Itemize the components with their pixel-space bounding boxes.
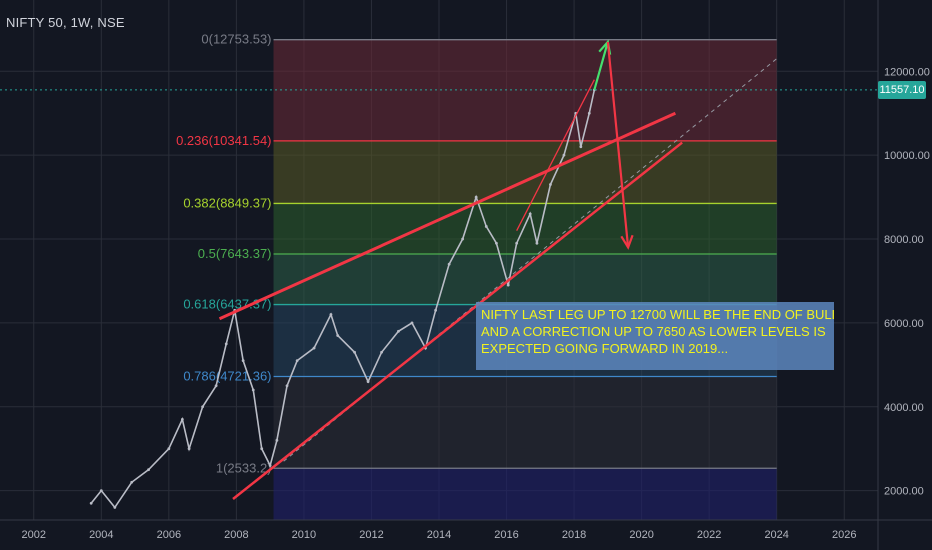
price-point [251, 388, 255, 392]
y-tick-label: 6000.00 [884, 318, 924, 330]
y-tick-label: 12000.00 [884, 66, 930, 78]
price-point [587, 111, 591, 115]
y-axis-ticks: 2000.00 4000.00 6000.00 8000.00 10000.00 1200… [884, 66, 930, 497]
x-tick-label: 2024 [764, 529, 788, 541]
annotation-line: EXPECTED GOING FORWARD IN 2019... [481, 341, 729, 356]
x-tick-label: 2008 [224, 529, 248, 541]
price-point [366, 380, 370, 384]
fib-level-label: 0.618(6437.37) [183, 297, 271, 312]
price-point [285, 384, 289, 388]
fib-level-label: 0(12753.53) [201, 32, 271, 47]
annotation-textbox[interactable]: NIFTY LAST LEG UP TO 12700 WILL BE THE E… [476, 302, 834, 370]
trendline [232, 141, 683, 501]
fibonacci-retracement: 0(12753.53) 0.236(10341.54) 0.382(8849.37)… [176, 32, 777, 520]
price-point [312, 346, 316, 350]
price-point [535, 241, 539, 245]
y-tick-label: 2000.00 [884, 486, 924, 498]
x-tick-label: 2018 [562, 529, 586, 541]
x-tick-label: 2020 [629, 529, 653, 541]
price-point [495, 241, 498, 245]
price-point [99, 489, 103, 493]
fib-band [273, 468, 777, 520]
price-point [89, 501, 93, 505]
price-point [336, 334, 340, 337]
trendline [218, 111, 677, 321]
trendline [516, 79, 595, 231]
price-point [275, 438, 279, 442]
x-axis-ticks: 2002 2004 2006 2008 2010 2012 2014 2016 2018 2020… [22, 529, 857, 541]
price-point [410, 321, 414, 325]
price-point [506, 283, 510, 287]
x-tick-label: 2010 [292, 529, 316, 541]
y-tick-label: 10000.00 [884, 150, 930, 162]
price-points [89, 88, 596, 509]
x-tick-label: 2014 [427, 529, 451, 541]
price-point [260, 447, 264, 451]
fib-band [273, 140, 777, 204]
current-price-tag: 11557.10 [878, 80, 926, 99]
x-tick-label: 2016 [494, 529, 518, 541]
fib-level-label: 1(2533.2) [216, 460, 272, 475]
x-tick-label: 2026 [832, 529, 856, 541]
price-point [515, 241, 519, 245]
fib-band [273, 253, 777, 305]
price-point [268, 464, 272, 467]
price-series-line [90, 89, 596, 509]
price-point [187, 447, 191, 451]
price-point [397, 329, 400, 333]
arrow-head [620, 234, 634, 250]
fib-band [273, 203, 777, 254]
price-point [434, 308, 438, 312]
fib-level-label: 0.382(8849.37) [183, 195, 271, 210]
price-point [380, 350, 383, 354]
price-point [214, 384, 218, 388]
x-tick-label: 2004 [89, 529, 113, 541]
fib-level-label: 0.5(7643.37) [198, 246, 272, 261]
price-point [201, 405, 205, 409]
fib-level-label: 0.236(10341.54) [176, 133, 271, 148]
price-point [329, 313, 333, 316]
chart-title: NIFTY 50, 1W, NSE [6, 15, 125, 30]
price-point [130, 480, 134, 484]
price-point [180, 417, 184, 421]
x-tick-label: 2012 [359, 529, 383, 541]
x-tick-label: 2006 [157, 529, 181, 541]
y-tick-label: 8000.00 [884, 234, 924, 246]
price-point [147, 468, 150, 472]
price-point [562, 153, 566, 157]
price-point [353, 350, 356, 354]
x-tick-label: 2002 [22, 529, 46, 541]
fib-level-label: 0.786(4721.36) [183, 369, 271, 384]
price-point [167, 447, 171, 451]
downside-arrow [606, 41, 630, 248]
price-point [528, 212, 532, 216]
price-point [224, 342, 228, 346]
price-point [549, 183, 552, 186]
price-point [295, 359, 299, 363]
upside-arrow [593, 41, 609, 91]
y-tick-label: 4000.00 [884, 402, 924, 414]
price-point [484, 225, 488, 228]
x-tick-label: 2022 [697, 529, 721, 541]
price-point [579, 145, 583, 149]
price-point [447, 262, 451, 266]
price-point [461, 237, 465, 241]
price-point [241, 359, 245, 363]
price-point [474, 195, 478, 199]
annotation-line: NIFTY LAST LEG UP TO 12700 WILL BE THE E… [481, 307, 834, 322]
annotation-line: AND A CORRECTION UP TO 7650 AS LOWER LEV… [481, 324, 826, 339]
price-point [113, 506, 117, 509]
fib-band [273, 376, 777, 469]
